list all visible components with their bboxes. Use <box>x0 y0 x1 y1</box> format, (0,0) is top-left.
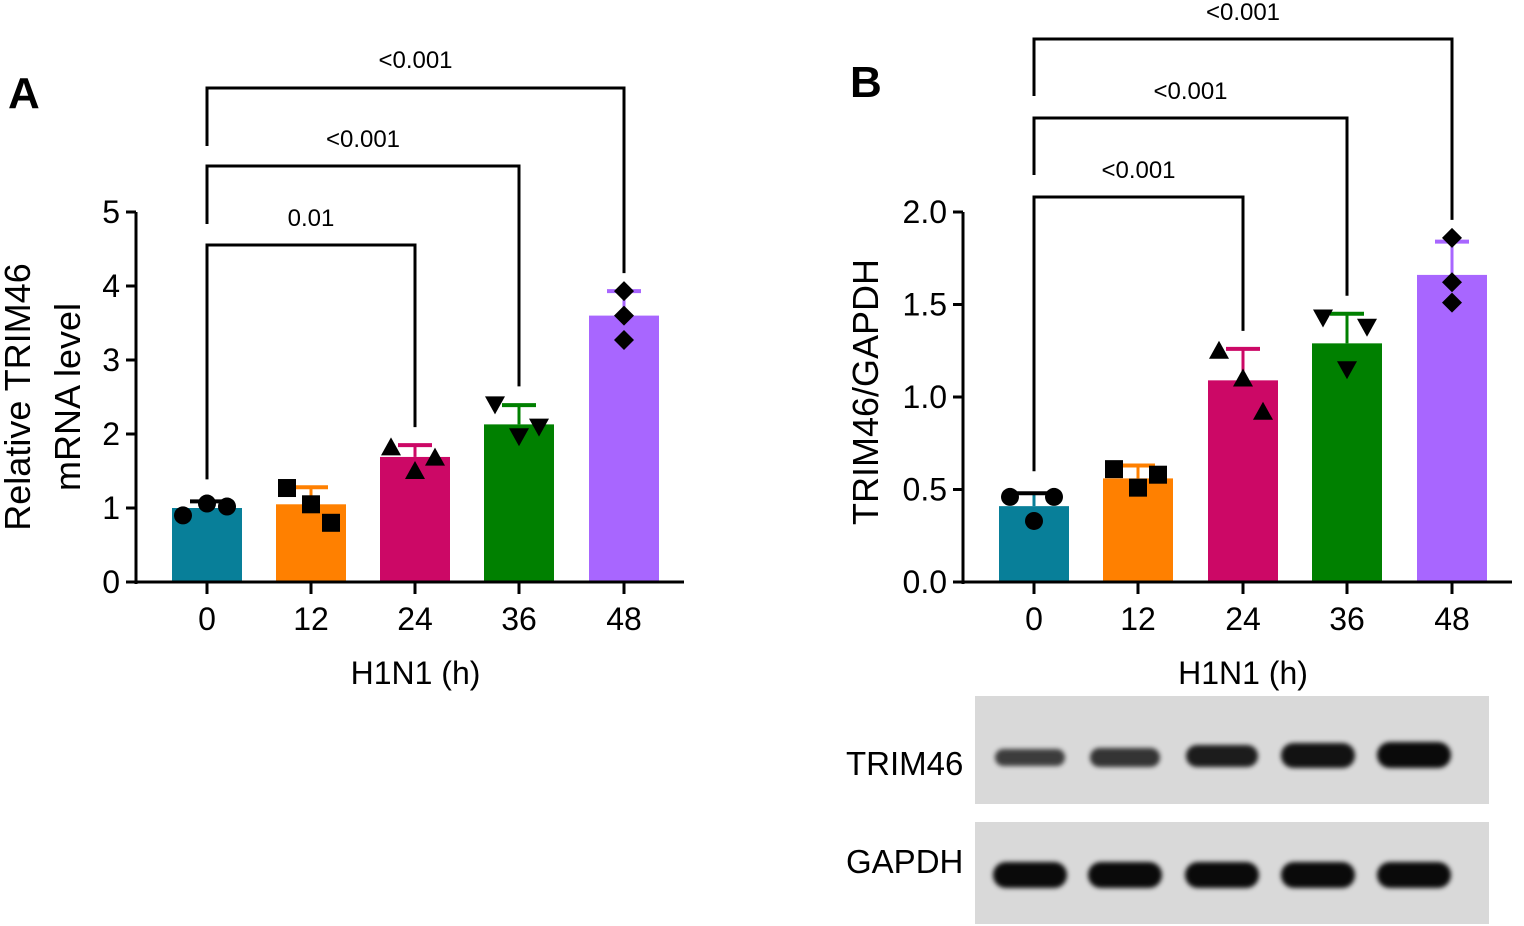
data-point-circle <box>1001 487 1019 506</box>
blot-band <box>1185 744 1259 768</box>
p-value-label: <0.001 <box>1101 157 1175 184</box>
y-tick-label: 3 <box>102 342 120 378</box>
data-point-triangle-down <box>1357 318 1377 337</box>
y-tick-label: 2 <box>102 416 120 452</box>
data-point-diamond <box>614 305 634 326</box>
data-point-triangle-down <box>509 428 529 447</box>
x-tick-label: 0 <box>198 601 216 637</box>
x-tick-label: 24 <box>1225 601 1261 637</box>
data-point-circle <box>198 494 216 513</box>
blot-label-trim46: TRIM46 <box>846 745 964 782</box>
data-point-triangle-up <box>1209 340 1229 359</box>
data-point-triangle-down <box>485 396 505 415</box>
significance-bracket <box>1032 37 1454 220</box>
panel-letter: A <box>8 69 40 118</box>
data-point-triangle-down <box>1337 361 1357 380</box>
significance-bracket <box>205 164 521 387</box>
blot-band <box>1281 862 1355 888</box>
blot-band <box>1088 862 1162 888</box>
blot-band <box>1185 862 1259 888</box>
bar-48 <box>1417 274 1487 582</box>
data-point-diamond <box>1442 272 1462 293</box>
p-value-label: <0.001 <box>1206 0 1280 26</box>
blot-band <box>1281 743 1355 768</box>
y-tick-label: 4 <box>102 268 120 304</box>
data-point-square <box>322 513 340 532</box>
data-point-triangle-up <box>425 447 445 466</box>
blot-band <box>993 862 1067 888</box>
data-point-diamond <box>1442 227 1462 248</box>
data-point-diamond <box>1442 292 1462 313</box>
x-tick-label: 12 <box>293 601 329 637</box>
x-tick-label: 48 <box>606 601 642 637</box>
data-point-diamond <box>614 281 634 302</box>
significance-bracket <box>1032 195 1245 472</box>
blot-band <box>1377 862 1451 888</box>
blot-band <box>1377 742 1451 768</box>
data-point-triangle-up <box>381 437 401 456</box>
bar-48 <box>589 315 659 582</box>
data-point-circle <box>1025 511 1043 530</box>
significance-bracket <box>205 86 626 274</box>
y-axis-label: Relative TRIM46 <box>0 263 38 530</box>
panel-letter: B <box>850 58 882 107</box>
p-value-label: 0.01 <box>288 205 335 232</box>
panel-b: B 0.0 0.5 1.0 1.5 2.0 0 12 24 36 48 H1N1 (h) TRIM46/… <box>845 0 1512 691</box>
data-point-circle <box>1045 487 1063 506</box>
y-tick-label: 1.0 <box>903 379 947 415</box>
data-point-diamond <box>614 330 634 351</box>
y-tick-label: 0.5 <box>903 472 947 508</box>
blot-band <box>1089 747 1161 767</box>
y-tick-label: 2.0 <box>903 194 947 230</box>
bar-36 <box>484 424 554 582</box>
significance-bracket <box>205 243 417 480</box>
data-point-triangle-up <box>1233 368 1253 387</box>
x-axis-label: H1N1 (h) <box>351 655 481 691</box>
p-value-label: <0.001 <box>378 47 452 74</box>
significance-bracket <box>1032 116 1349 296</box>
data-point-triangle-down <box>1313 309 1333 328</box>
y-axis-label-line2: mRNA level <box>47 303 88 491</box>
y-tick-label: 0 <box>102 564 120 600</box>
blot-band <box>995 749 1065 767</box>
x-tick-label: 12 <box>1120 601 1156 637</box>
data-point-square <box>278 479 296 498</box>
bar-36 <box>1312 343 1382 582</box>
y-tick-label: 1 <box>102 490 120 526</box>
p-value-label: <0.001 <box>1153 78 1227 105</box>
data-point-circle <box>218 497 236 516</box>
x-tick-label: 48 <box>1434 601 1470 637</box>
x-tick-label: 0 <box>1025 601 1043 637</box>
y-axis-label: TRIM46/GAPDH <box>845 259 886 525</box>
x-tick-label: 36 <box>1329 601 1365 637</box>
data-point-square <box>302 495 320 514</box>
data-point-square <box>1149 465 1167 484</box>
data-point-triangle-up <box>1253 401 1273 420</box>
y-tick-label: 0.0 <box>903 564 947 600</box>
y-tick-label: 1.5 <box>903 287 947 323</box>
data-point-triangle-down <box>529 418 549 437</box>
y-tick-label: 5 <box>102 194 120 230</box>
data-point-triangle-up <box>405 461 425 479</box>
data-point-square <box>1105 460 1123 479</box>
data-point-square <box>1129 478 1147 497</box>
x-tick-label: 36 <box>501 601 537 637</box>
p-value-label: <0.001 <box>326 126 400 153</box>
x-tick-label: 24 <box>397 601 433 637</box>
x-axis-label: H1N1 (h) <box>1178 655 1308 691</box>
data-point-circle <box>174 506 192 525</box>
blot-label-gapdh: GAPDH <box>846 843 964 880</box>
